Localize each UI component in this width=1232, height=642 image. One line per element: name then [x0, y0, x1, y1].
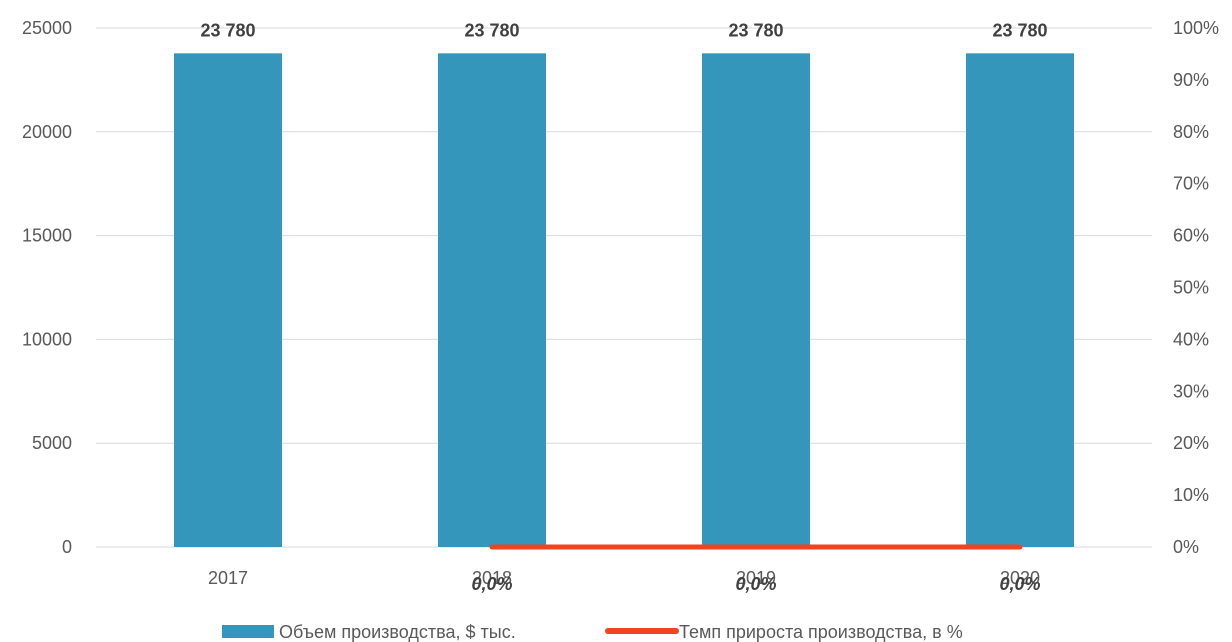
left-axis-ticks: 0 5000 10000 15000 20000 25000 — [22, 18, 72, 557]
right-axis-tick-label: 70% — [1173, 174, 1209, 194]
bar-data-label: 23 780 — [992, 20, 1047, 40]
legend-line-label: Темп прироста производства, в % — [679, 622, 963, 642]
right-axis-tick-label: 20% — [1173, 433, 1209, 453]
x-axis-tick-label: 2019 — [736, 568, 776, 588]
bar — [966, 53, 1074, 547]
right-axis-tick-label: 50% — [1173, 278, 1209, 298]
right-axis-tick-label: 0% — [1173, 537, 1199, 557]
line-series: 0,0% 0,0% 0,0% — [471, 544, 1041, 594]
legend-bar-label: Объем производства, $ тыс. — [279, 622, 516, 642]
right-axis-tick-label: 60% — [1173, 226, 1209, 246]
x-axis-tick-label: 2018 — [472, 568, 512, 588]
left-axis-tick-label: 25000 — [22, 18, 72, 38]
legend-bar-swatch — [222, 625, 274, 638]
bar-data-label: 23 780 — [728, 20, 783, 40]
bar — [438, 53, 546, 547]
left-axis-tick-label: 20000 — [22, 122, 72, 142]
left-axis-tick-label: 0 — [62, 537, 72, 557]
bar — [702, 53, 810, 547]
left-axis-tick-label: 10000 — [22, 329, 72, 349]
legend: Объем производства, $ тыс. Темп прироста… — [222, 622, 963, 642]
line-data-label: 0,0% — [999, 574, 1040, 594]
right-axis-ticks: 0% 10% 20% 30% 40% 50% 60% 70% 80% 90% 100% — [1173, 18, 1219, 557]
bar-data-label: 23 780 — [464, 20, 519, 40]
right-axis-tick-label: 80% — [1173, 122, 1209, 142]
right-axis-tick-label: 10% — [1173, 485, 1209, 505]
x-axis-ticks: 2017 2018 2019 2020 — [208, 568, 1040, 588]
bar — [174, 53, 282, 547]
x-axis-tick-label: 2020 — [1000, 568, 1040, 588]
right-axis-tick-label: 40% — [1173, 329, 1209, 349]
left-axis-tick-label: 15000 — [22, 226, 72, 246]
left-axis-tick-label: 5000 — [32, 433, 72, 453]
line-data-label: 0,0% — [735, 574, 776, 594]
x-axis-tick-label: 2017 — [208, 568, 248, 588]
right-axis-tick-label: 90% — [1173, 70, 1209, 90]
line-data-label: 0,0% — [471, 574, 512, 594]
bar-data-label: 23 780 — [200, 20, 255, 40]
right-axis-tick-label: 100% — [1173, 18, 1219, 38]
right-axis-tick-label: 30% — [1173, 381, 1209, 401]
bar-series: 23 780 23 780 23 780 23 780 — [174, 20, 1074, 547]
